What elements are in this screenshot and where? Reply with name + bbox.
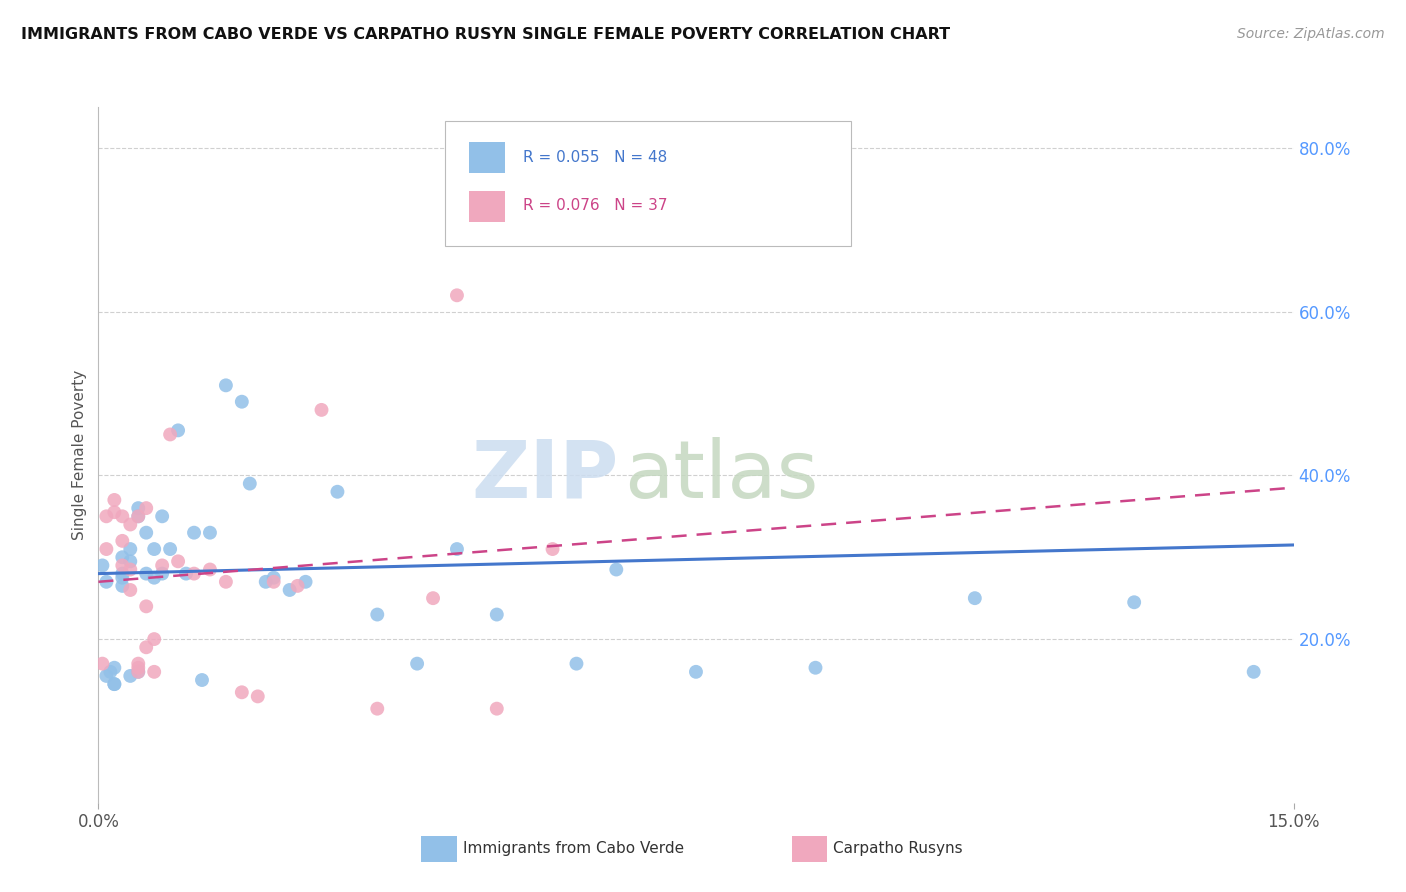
Point	[91, 657, 114, 671]
Point	[143, 542, 166, 557]
Point	[150, 558, 173, 573]
Point	[565, 141, 588, 155]
Text: R = 0.076   N = 37: R = 0.076 N = 37	[523, 198, 668, 213]
Point	[183, 525, 205, 540]
Point	[294, 574, 316, 589]
Point	[246, 690, 269, 704]
Point	[120, 669, 142, 683]
Point	[111, 579, 134, 593]
Text: Source: ZipAtlas.com: Source: ZipAtlas.com	[1237, 27, 1385, 41]
Point	[111, 571, 134, 585]
Point	[406, 657, 429, 671]
Point	[127, 657, 149, 671]
Point	[120, 542, 142, 557]
Point	[135, 501, 157, 516]
Point	[215, 574, 238, 589]
Bar	[422, 836, 457, 862]
Text: Carpatho Rusyns: Carpatho Rusyns	[834, 841, 963, 856]
Text: ZIP: ZIP	[471, 437, 619, 515]
Point	[91, 558, 114, 573]
Point	[135, 599, 157, 614]
Point	[127, 665, 149, 679]
Bar	[792, 836, 827, 862]
Point	[263, 574, 285, 589]
Point	[120, 517, 142, 532]
Point	[127, 665, 149, 679]
Point	[111, 566, 134, 581]
Point	[150, 509, 173, 524]
Point	[366, 607, 388, 622]
Point	[96, 669, 118, 683]
Point	[96, 542, 118, 557]
Point	[191, 673, 214, 687]
Point	[565, 657, 588, 671]
Point	[174, 566, 197, 581]
Point	[167, 554, 190, 568]
Point	[311, 403, 333, 417]
Point	[198, 562, 221, 576]
Point	[135, 525, 157, 540]
Point	[127, 661, 149, 675]
Point	[143, 571, 166, 585]
Point	[103, 661, 125, 675]
Bar	[470, 142, 505, 173]
Point	[103, 505, 125, 519]
Point	[111, 509, 134, 524]
Point	[159, 427, 181, 442]
Bar	[470, 191, 505, 222]
Point	[446, 288, 468, 302]
Point	[111, 533, 134, 548]
Point	[231, 394, 253, 409]
Point	[120, 582, 142, 597]
Point	[135, 640, 157, 655]
Point	[120, 554, 142, 568]
Text: Immigrants from Cabo Verde: Immigrants from Cabo Verde	[463, 841, 685, 856]
Point	[366, 701, 388, 715]
FancyBboxPatch shape	[444, 121, 852, 246]
Point	[143, 632, 166, 646]
Text: atlas: atlas	[624, 437, 818, 515]
Point	[1243, 665, 1265, 679]
Point	[103, 492, 125, 507]
Point	[96, 574, 118, 589]
Point	[1123, 595, 1146, 609]
Point	[120, 562, 142, 576]
Point	[111, 558, 134, 573]
Point	[263, 571, 285, 585]
Point	[422, 591, 444, 606]
Point	[685, 665, 707, 679]
Point	[135, 566, 157, 581]
Point	[215, 378, 238, 392]
Point	[111, 550, 134, 565]
Point	[183, 566, 205, 581]
Point	[167, 423, 190, 437]
Y-axis label: Single Female Poverty: Single Female Poverty	[72, 370, 87, 540]
Point	[127, 509, 149, 524]
Point	[804, 661, 827, 675]
Point	[159, 542, 181, 557]
Text: IMMIGRANTS FROM CABO VERDE VS CARPATHO RUSYN SINGLE FEMALE POVERTY CORRELATION C: IMMIGRANTS FROM CABO VERDE VS CARPATHO R…	[21, 27, 950, 42]
Point	[231, 685, 253, 699]
Point	[485, 607, 508, 622]
Point	[287, 579, 309, 593]
Point	[150, 566, 173, 581]
Point	[541, 542, 564, 557]
Point	[605, 562, 627, 576]
Point	[103, 677, 125, 691]
Point	[96, 509, 118, 524]
Point	[198, 525, 221, 540]
Point	[446, 542, 468, 557]
Point	[254, 574, 277, 589]
Point	[103, 677, 125, 691]
Point	[963, 591, 986, 606]
Text: R = 0.055   N = 48: R = 0.055 N = 48	[523, 150, 666, 165]
Point	[326, 484, 349, 499]
Point	[100, 665, 122, 679]
Point	[278, 582, 301, 597]
Point	[485, 701, 508, 715]
Point	[127, 509, 149, 524]
Point	[143, 665, 166, 679]
Point	[127, 501, 149, 516]
Point	[239, 476, 262, 491]
